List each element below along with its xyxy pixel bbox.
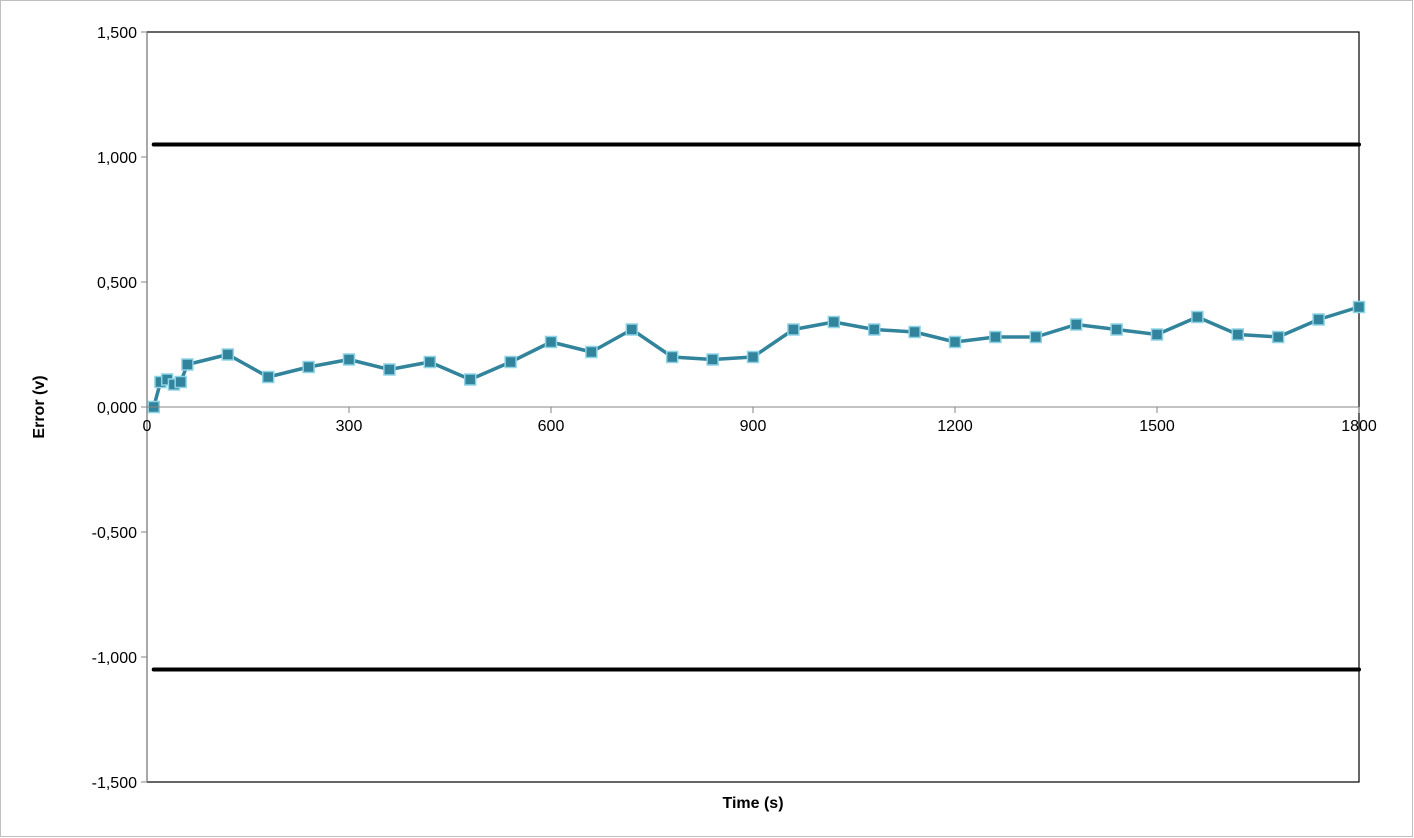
data-point-marker — [174, 375, 187, 389]
data-point-marker — [787, 323, 800, 336]
data-point-marker — [989, 330, 1002, 344]
x-tick-label: 900 — [740, 418, 767, 435]
y-tick-label: -0,500 — [92, 525, 137, 542]
data-point-marker — [181, 358, 194, 371]
data-point-marker — [1029, 330, 1043, 344]
data-point-marker — [504, 355, 517, 369]
data-point-marker — [1110, 323, 1123, 336]
data-point-marker — [1312, 313, 1325, 326]
data-point-marker — [302, 360, 315, 374]
data-point-marker — [1069, 318, 1083, 331]
data-point-marker — [261, 370, 275, 384]
y-tick-label: 0,000 — [97, 400, 137, 417]
y-tick-label: 0,500 — [97, 275, 137, 292]
data-point-marker — [1231, 328, 1245, 341]
data-point-marker — [746, 350, 760, 364]
data-point-marker — [1352, 300, 1366, 314]
y-tick-label: -1,000 — [92, 650, 137, 667]
data-point-marker — [948, 335, 962, 349]
data-point-marker — [908, 325, 921, 339]
data-point-marker — [1150, 328, 1164, 341]
x-tick-label: 600 — [538, 418, 565, 435]
data-point-marker — [544, 335, 558, 349]
data-point-marker — [1271, 330, 1285, 344]
x-tick-label: 1800 — [1341, 418, 1377, 435]
x-tick-label: 0 — [143, 418, 152, 435]
x-tick-label: 300 — [336, 418, 363, 435]
y-axis-title: Error (v) — [31, 375, 48, 438]
data-point-marker — [585, 345, 598, 359]
data-point-marker — [827, 315, 841, 329]
data-point-marker — [706, 353, 719, 366]
data-point-marker — [1191, 310, 1204, 324]
x-axis-title: Time (s) — [722, 795, 783, 812]
data-point-marker — [342, 353, 356, 366]
y-tick-label: 1,500 — [97, 25, 137, 42]
y-tick-label: -1,500 — [92, 775, 137, 792]
y-tick-label: 1,000 — [97, 150, 137, 167]
data-point-marker — [867, 323, 881, 336]
data-point-marker — [463, 373, 477, 386]
data-point-marker — [221, 348, 235, 361]
x-tick-label: 1200 — [937, 418, 973, 435]
data-point-marker — [423, 355, 437, 369]
data-point-marker — [625, 323, 639, 336]
x-tick-label: 1500 — [1139, 418, 1175, 435]
data-point-marker — [383, 363, 396, 376]
data-point-marker — [665, 350, 679, 364]
